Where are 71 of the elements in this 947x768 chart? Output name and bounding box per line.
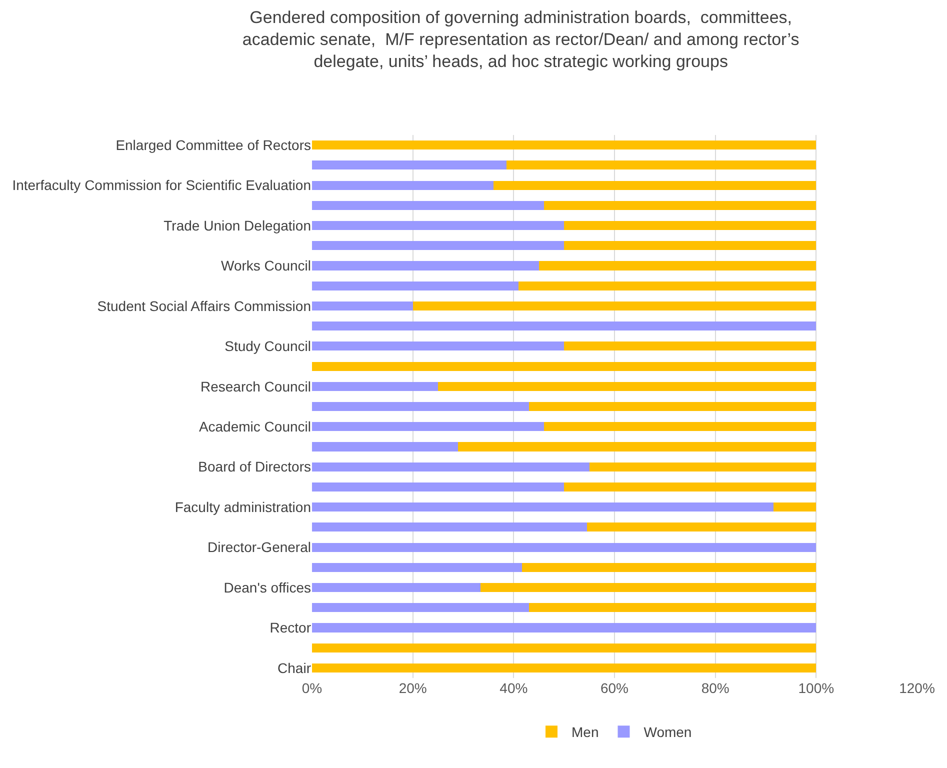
bar bbox=[564, 220, 816, 230]
x-tick-label: 60% bbox=[600, 680, 629, 696]
bar bbox=[518, 281, 816, 290]
bar bbox=[506, 160, 816, 170]
bar bbox=[458, 442, 816, 452]
bar bbox=[312, 140, 816, 150]
bar bbox=[312, 180, 494, 190]
y-tick-label: Faculty administration bbox=[174, 498, 311, 515]
chart-title: Gendered composition of governing administration boards, committees, academic senate, M/F representation as rector/Dean/ and among rector’s delegate, units’ heads, ad hoc strategic working groups bbox=[242, 8, 800, 72]
legend-label: Men bbox=[572, 724, 599, 740]
y-tick-label: Research Council bbox=[200, 378, 311, 394]
x-tick-label: 120% bbox=[899, 680, 935, 696]
bar bbox=[586, 522, 816, 532]
bar bbox=[412, 301, 816, 310]
bar bbox=[538, 261, 816, 270]
y-tick-label: Works Council bbox=[221, 258, 311, 274]
bar bbox=[312, 301, 413, 310]
bar bbox=[312, 562, 522, 572]
y-tick-label: Enlarged Committee of Rectors bbox=[116, 136, 311, 153]
bar bbox=[528, 603, 816, 612]
bar bbox=[312, 522, 587, 532]
bar bbox=[312, 502, 774, 512]
bar bbox=[494, 180, 816, 190]
x-tick-label: 40% bbox=[500, 680, 528, 696]
y-tick-label: Academic Council bbox=[198, 418, 311, 435]
bar bbox=[312, 261, 539, 270]
bar bbox=[312, 241, 564, 250]
y-tick-label: Director-General bbox=[208, 539, 311, 556]
bar bbox=[312, 160, 507, 170]
bar bbox=[312, 220, 564, 230]
bar bbox=[312, 542, 816, 552]
bar bbox=[312, 402, 529, 412]
bar bbox=[522, 562, 816, 572]
bar bbox=[312, 362, 816, 371]
bar bbox=[312, 442, 458, 452]
bar bbox=[312, 462, 590, 472]
bar bbox=[312, 422, 544, 432]
bar bbox=[312, 603, 529, 612]
bar bbox=[438, 382, 816, 391]
bar bbox=[312, 623, 816, 632]
x-tick-label: 100% bbox=[798, 680, 834, 696]
bar bbox=[312, 663, 816, 672]
x-tick-label: 0% bbox=[302, 680, 322, 696]
bar bbox=[312, 322, 816, 331]
bar bbox=[544, 422, 816, 432]
bar bbox=[480, 582, 816, 592]
legend-label: Women bbox=[644, 724, 692, 740]
bar bbox=[312, 382, 438, 391]
y-tick-label: Chair bbox=[278, 660, 312, 676]
bar bbox=[773, 502, 816, 512]
bar bbox=[312, 200, 544, 210]
bar bbox=[312, 342, 564, 351]
y-tick-label: Interfaculty Commission for Scientific Evaluation bbox=[12, 177, 311, 194]
bar bbox=[564, 241, 816, 250]
y-tick-label: Study Council bbox=[224, 338, 311, 354]
bar bbox=[312, 281, 519, 290]
bar bbox=[312, 643, 816, 652]
y-tick-label: Student Social Affairs Commission bbox=[97, 298, 311, 314]
y-tick-label: Rector bbox=[270, 620, 312, 636]
x-tick-label: 80% bbox=[701, 680, 730, 696]
bar bbox=[564, 482, 816, 492]
bar bbox=[528, 402, 816, 412]
bar bbox=[544, 200, 816, 210]
y-tick-label: Board of Directors bbox=[198, 458, 311, 475]
x-tick-label: 20% bbox=[398, 680, 427, 696]
bar bbox=[312, 482, 564, 492]
bar bbox=[564, 342, 816, 351]
y-tick-label: Trade Union Delegation bbox=[164, 217, 311, 234]
bar bbox=[589, 462, 816, 472]
y-tick-label: Dean's offices bbox=[224, 579, 311, 596]
bar bbox=[312, 582, 480, 592]
